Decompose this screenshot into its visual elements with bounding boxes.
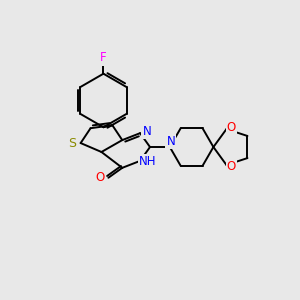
Text: F: F: [100, 51, 107, 64]
Text: N: N: [167, 135, 175, 148]
Text: NH: NH: [139, 155, 157, 168]
Text: O: O: [227, 160, 236, 173]
Text: N: N: [143, 125, 152, 138]
Text: S: S: [68, 136, 76, 150]
Text: O: O: [96, 171, 105, 184]
Text: O: O: [227, 121, 236, 134]
